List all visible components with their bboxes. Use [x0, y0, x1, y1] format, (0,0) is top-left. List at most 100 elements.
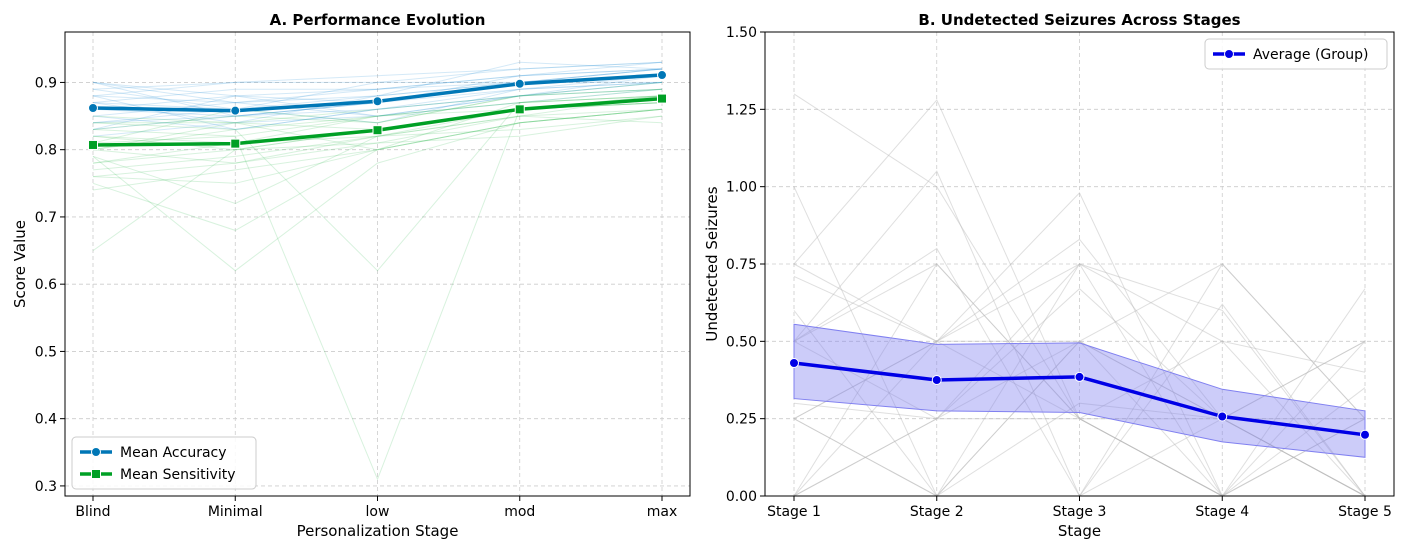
y-tick-label: 1.00	[726, 180, 757, 196]
x-tick-label-max: max	[647, 504, 678, 520]
subject-seizure-line	[793, 263, 1366, 497]
panel-a-y-ticks: 0.3 0.4 0.5 0.6 0.7 0.8 0.9	[35, 75, 65, 495]
subject-accuracy-line	[92, 88, 663, 137]
y-tick-label: 0.7	[35, 210, 57, 226]
y-tick-label: 0.00	[726, 489, 757, 505]
x-tick-label-blind: Blind	[75, 504, 110, 520]
panel-b-title: B. Undetected Seizures Across Stages	[918, 11, 1240, 29]
legend-marker-average-group	[1224, 49, 1234, 59]
panel-b-x-axis-label: Stage	[1058, 522, 1101, 540]
panel-a-series	[88, 70, 667, 150]
subject-sensitivity-line	[92, 108, 663, 191]
mean-sensitivity-point	[230, 138, 241, 149]
subject-accuracy-line	[92, 61, 663, 97]
mean-sensitivity-point	[514, 104, 525, 115]
subject-seizure-line	[793, 340, 1366, 497]
subject-sensitivity-line	[93, 95, 663, 151]
subject-seizure-line	[793, 263, 1366, 497]
confidence-band	[793, 323, 1366, 458]
panel-b-y-axis-label: Undetected Seizures	[703, 186, 721, 341]
x-tick-label-minimal: Minimal	[208, 504, 263, 520]
subject-sensitivity-line	[92, 88, 663, 130]
subject-accuracy-line	[92, 75, 663, 131]
x-tick-label-stage-5: Stage 5	[1338, 504, 1392, 520]
x-tick-label-low: low	[366, 504, 390, 520]
panel-a-x-ticks: Blind Minimal low mod max	[75, 496, 677, 520]
mean-accuracy-point	[657, 70, 667, 81]
legend-box	[71, 436, 257, 490]
panel-a-y-axis-label: Score Value	[11, 220, 29, 308]
subject-seizure-line	[793, 263, 1366, 497]
y-tick-label: 0.5	[35, 344, 57, 360]
x-tick-label-mod: mod	[504, 504, 535, 520]
y-tick-label: 0.6	[35, 277, 57, 293]
subject-sensitivity-line	[92, 95, 663, 137]
subject-sensitivity-line	[92, 115, 663, 171]
legend-label-mean-sensitivity: Mean Sensitivity	[120, 467, 235, 483]
subject-accuracy-line	[92, 81, 663, 124]
average-group-point	[931, 375, 942, 385]
y-tick-label: 0.8	[35, 143, 57, 159]
average-group-point	[789, 357, 799, 368]
x-tick-label-stage-1: Stage 1	[767, 504, 821, 520]
y-tick-label: 0.4	[35, 412, 57, 428]
mean-sensitivity-point	[372, 125, 383, 136]
subject-seizure-line	[793, 340, 1366, 497]
subject-seizure-line	[793, 340, 1366, 497]
subject-accuracy-line	[92, 81, 663, 117]
subject-sensitivity-line	[92, 108, 663, 184]
x-tick-label-stage-3: Stage 3	[1053, 504, 1107, 520]
legend-box	[1204, 38, 1388, 70]
subject-sensitivity-line	[92, 115, 663, 205]
subject-sensitivity-line	[92, 108, 663, 231]
legend-marker-mean-sensitivity	[91, 469, 101, 479]
subject-seizure-line	[793, 99, 1366, 420]
x-tick-label-stage-2: Stage 2	[910, 504, 964, 520]
panel-b-y-ticks: 0.00 0.25 0.50 0.75 1.00 1.25 1.50	[726, 25, 765, 505]
subject-accuracy-line	[92, 61, 663, 104]
subject-sensitivity-line	[92, 115, 663, 178]
mean-accuracy-point	[514, 78, 525, 89]
subject-sensitivity-line	[92, 108, 663, 164]
mean-accuracy-point	[372, 96, 383, 107]
mean-sensitivity-point	[88, 139, 98, 150]
panel-a-x-axis-label: Personalization Stage	[297, 522, 459, 540]
subject-accuracy-line	[92, 61, 663, 104]
panel-b-legend: Average (Group)	[1204, 38, 1388, 70]
subject-accuracy-line	[92, 81, 663, 131]
subject-sensitivity-line	[92, 88, 663, 124]
mean-accuracy-point	[230, 105, 241, 116]
subject-sensitivity-line	[92, 81, 663, 144]
y-tick-label: 0.3	[35, 479, 57, 495]
subject-accuracy-line	[92, 61, 663, 90]
subject-sensitivity-line	[92, 95, 663, 252]
average-group-point	[1074, 371, 1085, 382]
panel-b-x-ticks: Stage 1 Stage 2 Stage 3 Stage 4 Stage 5	[767, 496, 1392, 520]
subject-seizure-line	[793, 263, 1366, 497]
subject-accuracy-line	[92, 81, 663, 124]
subject-seizure-line	[793, 186, 1366, 498]
subject-seizure-line	[793, 310, 1365, 497]
subject-seizure-line	[793, 340, 1366, 497]
subject-accuracy-line	[92, 88, 663, 130]
average-group-point	[1217, 411, 1228, 422]
legend-marker-mean-accuracy	[91, 447, 101, 457]
mean-sensitivity-point	[657, 93, 667, 104]
panel-b: Stage 1 Stage 2 Stage 3 Stage 4 Stage 5 0.00…	[703, 11, 1395, 540]
subject-accuracy-line	[92, 68, 663, 97]
panel-b-series	[789, 323, 1370, 458]
subject-sensitivity-line	[92, 95, 663, 272]
subject-seizure-line	[793, 288, 1366, 497]
y-tick-label: 0.75	[726, 257, 757, 273]
subject-accuracy-line	[92, 68, 663, 110]
legend-label-average-group: Average (Group)	[1253, 47, 1369, 63]
y-tick-label: 0.50	[726, 334, 757, 350]
subject-sensitivity-line	[92, 88, 663, 131]
mean-accuracy-point	[88, 102, 98, 113]
subject-seizure-line	[793, 192, 1366, 498]
y-tick-label: 0.9	[35, 75, 57, 91]
y-tick-label: 1.25	[726, 102, 757, 118]
panel-a-legend: Mean Accuracy Mean Sensitivity	[71, 436, 257, 490]
